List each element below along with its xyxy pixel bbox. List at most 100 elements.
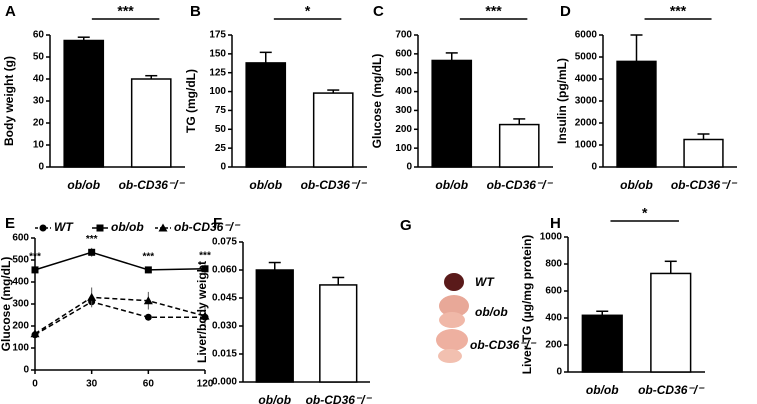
panel: A Body weight (g) 0 10 20 30 40 50 60 ob/ob ob-CD3… [2,3,185,192]
image-label: ob-CD36⁻/⁻ [470,338,537,352]
x-tick-label: ob/ob [586,383,619,397]
significance-label: *** [29,252,41,263]
y-tick-label: 600 [395,48,412,59]
significance-label: *** [485,3,502,19]
x-tick-label: ob/ob [620,178,653,192]
panel: B TG (mg/dL) 0 25 50 75 100 125 150 175 ob/ob ob-CD… [184,3,367,192]
y-axis-label: Glucose (mg/dL) [0,257,13,352]
y-tick-label: 100 [209,86,226,97]
y-tick-label: 0.015 [212,349,237,360]
y-tick-label: 25 [215,143,227,154]
image-label: ob/ob [475,305,508,319]
y-tick-label: 2000 [575,118,598,129]
significance-label: * [305,3,311,19]
x-tick-label: ob-CD36⁻/⁻ [671,178,738,192]
y-tick-label: 300 [12,299,29,310]
y-axis-label: Glucose (mg/dL) [370,54,384,149]
x-tick-label: ob-CD36⁻/⁻ [638,383,705,397]
legend-label: WT [54,220,74,234]
significance-label: *** [142,252,154,263]
y-tick-label: 0 [406,162,412,173]
line [34,251,206,271]
liver-image [439,312,465,328]
y-tick-label: 6000 [575,30,598,41]
y-tick-label: 75 [215,105,227,116]
y-tick-label: 0 [23,365,29,376]
y-axis-label: Body weight (g) [2,56,16,146]
y-axis-label: Insulin (pg/mL) [555,58,569,144]
x-tick-label: ob/ob [435,178,468,192]
y-tick-label: 30 [33,96,45,107]
x-tick-label: ob-CD36⁻/⁻ [306,393,373,404]
x-tick-label: ob-CD36⁻/⁻ [119,178,186,192]
y-tick-label: 0.030 [212,321,237,332]
y-tick-label: 700 [395,30,412,41]
y-tick-label: 1000 [575,140,598,151]
y-tick-label: 1000 [540,232,563,243]
y-tick-label: 100 [12,343,29,354]
image-label: WT [475,275,495,289]
panel: D Insulin (pg/mL) 0 1000 2000 3000 4000 5000 600… [555,3,738,192]
panel-letter: C [373,3,384,20]
liver-image [444,273,464,291]
panel-letter: F [213,215,222,232]
panel-g: G WT ob/ob ob-CD36⁻/⁻ [400,217,537,363]
point [88,248,96,256]
y-tick-label: 800 [545,259,562,270]
point [144,313,152,321]
y-tick-label: 20 [33,118,45,129]
x-tick-label: ob-CD36⁻/⁻ [487,178,554,192]
panel: F Liver/body weight 0.000 0.015 0.030 0.045 0.… [195,215,372,404]
y-axis-label: Liver/body weight [195,261,209,363]
y-tick-label: 0.000 [212,377,237,388]
liver-image [436,329,468,351]
bar [319,284,358,383]
y-tick-label: 500 [395,67,412,78]
bar [616,60,657,168]
line [34,300,205,336]
bar [63,39,105,168]
line [34,296,206,335]
x-tick-label: ob/ob [258,393,291,404]
y-tick-label: 150 [209,48,226,59]
y-tick-label: 400 [12,277,29,288]
point [39,224,47,232]
x-tick-label: ob/ob [249,178,282,192]
y-tick-label: 60 [33,30,45,41]
y-tick-label: 400 [395,86,412,97]
significance-label: *** [670,3,687,19]
point [200,311,210,320]
y-axis-label: Liver TG (µg/mg protein) [520,235,534,375]
significance-label: *** [199,250,211,261]
bar [581,314,623,373]
point [87,292,97,301]
panel-letter: E [5,215,15,232]
liver-image [439,295,469,317]
bar [130,78,172,168]
legend-label: ob-CD36⁻/⁻ [174,220,241,234]
y-tick-label: 5000 [575,52,598,63]
point [143,296,153,305]
y-axis-label: TG (mg/dL) [184,69,198,133]
y-tick-label: 0 [556,367,562,378]
y-tick-label: 10 [33,140,45,151]
legend-label: ob/ob [111,220,144,234]
panel-letter: G [400,217,412,234]
panel-letter: H [550,215,561,232]
significance-label: * [642,205,648,221]
y-tick-label: 0 [38,162,44,173]
y-tick-label: 175 [209,30,226,41]
panel-letter: D [560,3,571,20]
bar [255,269,294,383]
y-tick-label: 4000 [575,74,598,85]
y-tick-label: 0.045 [212,293,237,304]
y-tick-label: 200 [395,124,412,135]
y-tick-label: 0 [220,162,226,173]
y-tick-label: 400 [545,313,562,324]
bar [312,92,354,168]
point [30,329,40,338]
y-tick-label: 0.060 [212,265,237,276]
x-tick-label: 120 [197,379,214,390]
y-tick-label: 3000 [575,96,598,107]
